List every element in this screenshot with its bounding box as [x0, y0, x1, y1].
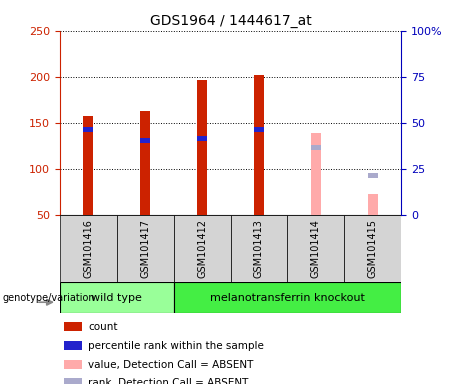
Text: GSM101413: GSM101413: [254, 219, 264, 278]
Text: genotype/variation: genotype/variation: [2, 293, 95, 303]
Bar: [367, 194, 378, 215]
Text: GSM101412: GSM101412: [197, 219, 207, 278]
Text: rank, Detection Call = ABSENT: rank, Detection Call = ABSENT: [88, 378, 248, 384]
Bar: [64, 323, 82, 331]
Bar: [60, 215, 117, 282]
Bar: [140, 138, 150, 143]
Text: GSM101415: GSM101415: [367, 219, 378, 278]
Text: percentile rank within the sample: percentile rank within the sample: [88, 341, 264, 351]
Bar: [197, 136, 207, 141]
Bar: [117, 215, 174, 282]
Bar: [64, 341, 82, 350]
Bar: [60, 282, 174, 313]
Text: GSM101414: GSM101414: [311, 219, 321, 278]
Bar: [64, 360, 82, 369]
Text: wild type: wild type: [91, 293, 142, 303]
Bar: [311, 146, 321, 150]
Text: GSM101417: GSM101417: [140, 219, 150, 278]
Bar: [367, 173, 378, 178]
Bar: [344, 215, 401, 282]
Text: melanotransferrin knockout: melanotransferrin knockout: [210, 293, 365, 303]
Bar: [254, 75, 264, 215]
Bar: [83, 116, 94, 215]
Bar: [140, 111, 150, 215]
Bar: [230, 215, 287, 282]
Bar: [287, 215, 344, 282]
Bar: [197, 79, 207, 215]
Text: count: count: [88, 322, 118, 332]
Text: GSM101416: GSM101416: [83, 219, 94, 278]
Bar: [254, 127, 264, 132]
Bar: [174, 282, 401, 313]
Bar: [83, 127, 94, 132]
Title: GDS1964 / 1444617_at: GDS1964 / 1444617_at: [150, 14, 311, 28]
Text: value, Detection Call = ABSENT: value, Detection Call = ABSENT: [88, 360, 254, 370]
Bar: [311, 133, 321, 215]
Bar: [174, 215, 230, 282]
Bar: [64, 379, 82, 384]
